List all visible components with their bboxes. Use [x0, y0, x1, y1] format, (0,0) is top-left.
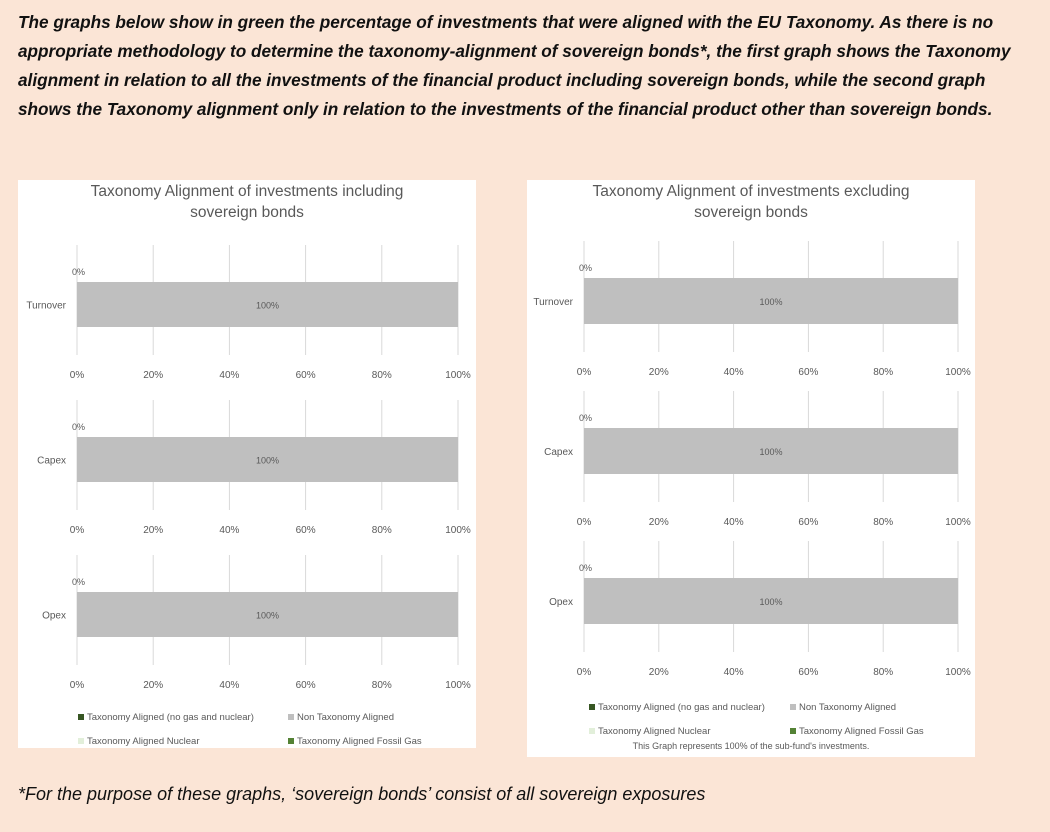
x-tick-label: 40% — [219, 525, 239, 536]
x-tick-label: 80% — [372, 370, 392, 381]
value-label: 100% — [256, 456, 279, 466]
x-tick-label: 0% — [577, 367, 592, 378]
x-tick-label: 20% — [649, 517, 669, 528]
legend-swatch — [288, 714, 294, 720]
value-label: 100% — [759, 447, 782, 457]
bar-segment — [77, 592, 458, 637]
legend-swatch — [790, 704, 796, 710]
chart: Taxonomy Alignment of investments includ… — [26, 183, 471, 747]
legend-swatch — [78, 738, 84, 744]
value-label: 0% — [579, 563, 592, 573]
value-label: 100% — [759, 597, 782, 607]
legend-label: Taxonomy Aligned Fossil Gas — [297, 736, 422, 747]
x-tick-label: 100% — [945, 667, 971, 678]
value-label: 0% — [579, 263, 592, 273]
category-label: Capex — [544, 447, 573, 458]
chart: Taxonomy Alignment of investments exclud… — [533, 183, 971, 751]
x-tick-label: 60% — [296, 680, 316, 691]
bar-segment — [77, 437, 458, 482]
chart-title: sovereign bonds — [694, 204, 808, 221]
chart-title: sovereign bonds — [190, 204, 304, 221]
legend-swatch — [790, 728, 796, 734]
value-label: 0% — [72, 267, 85, 277]
value-label: 100% — [256, 611, 279, 621]
x-tick-label: 80% — [372, 680, 392, 691]
legend-label: Taxonomy Aligned (no gas and nuclear) — [87, 712, 254, 723]
x-tick-label: 60% — [296, 525, 316, 536]
x-tick-label: 40% — [724, 367, 744, 378]
chart-note: This Graph represents 100% of the sub-fu… — [633, 741, 870, 751]
x-tick-label: 100% — [445, 370, 471, 381]
value-label: 100% — [256, 301, 279, 311]
chart-title: Taxonomy Alignment of investments includ… — [91, 183, 404, 200]
legend-label: Taxonomy Aligned Nuclear — [87, 736, 199, 747]
legend-swatch — [589, 704, 595, 710]
legend-swatch — [589, 728, 595, 734]
x-tick-label: 40% — [219, 370, 239, 381]
category-label: Turnover — [533, 297, 573, 308]
x-tick-label: 20% — [649, 367, 669, 378]
x-tick-label: 80% — [873, 517, 893, 528]
x-tick-label: 0% — [70, 525, 85, 536]
value-label: 0% — [72, 577, 85, 587]
x-tick-label: 20% — [143, 680, 163, 691]
x-tick-label: 80% — [873, 367, 893, 378]
legend-label: Taxonomy Aligned Nuclear — [598, 726, 710, 737]
x-tick-label: 80% — [372, 525, 392, 536]
x-tick-label: 20% — [143, 370, 163, 381]
category-label: Capex — [37, 456, 66, 467]
category-label: Turnover — [26, 301, 66, 312]
x-tick-label: 100% — [945, 517, 971, 528]
value-label: 100% — [759, 297, 782, 307]
x-tick-label: 60% — [798, 667, 818, 678]
x-tick-label: 60% — [798, 367, 818, 378]
x-tick-label: 60% — [296, 370, 316, 381]
legend-swatch — [78, 714, 84, 720]
chart-title: Taxonomy Alignment of investments exclud… — [592, 183, 909, 200]
bar-segment — [584, 578, 958, 624]
x-tick-label: 0% — [577, 517, 592, 528]
bar-segment — [584, 428, 958, 474]
legend-label: Non Taxonomy Aligned — [799, 702, 896, 713]
footnote: *For the purpose of these graphs, ‘sover… — [18, 784, 706, 804]
x-tick-label: 80% — [873, 667, 893, 678]
intro-text: The graphs below show in green the perce… — [18, 12, 1011, 119]
legend-swatch — [288, 738, 294, 744]
x-tick-label: 0% — [70, 680, 85, 691]
value-label: 0% — [579, 413, 592, 423]
x-tick-label: 20% — [649, 667, 669, 678]
category-label: Opex — [42, 611, 66, 622]
chart-box: Taxonomy Alignment of investments includ… — [18, 180, 476, 748]
bar-segment — [77, 282, 458, 327]
x-tick-label: 0% — [577, 667, 592, 678]
x-tick-label: 0% — [70, 370, 85, 381]
x-tick-label: 100% — [945, 367, 971, 378]
x-tick-label: 40% — [724, 517, 744, 528]
x-tick-label: 40% — [219, 680, 239, 691]
legend-label: Taxonomy Aligned (no gas and nuclear) — [598, 702, 765, 713]
x-tick-label: 40% — [724, 667, 744, 678]
chart-box: Taxonomy Alignment of investments exclud… — [527, 180, 975, 757]
x-tick-label: 60% — [798, 517, 818, 528]
bar-segment — [584, 278, 958, 324]
x-tick-label: 100% — [445, 525, 471, 536]
value-label: 0% — [72, 422, 85, 432]
category-label: Opex — [549, 597, 573, 608]
legend-label: Non Taxonomy Aligned — [297, 712, 394, 723]
x-tick-label: 100% — [445, 680, 471, 691]
x-tick-label: 20% — [143, 525, 163, 536]
legend-label: Taxonomy Aligned Fossil Gas — [799, 726, 924, 737]
